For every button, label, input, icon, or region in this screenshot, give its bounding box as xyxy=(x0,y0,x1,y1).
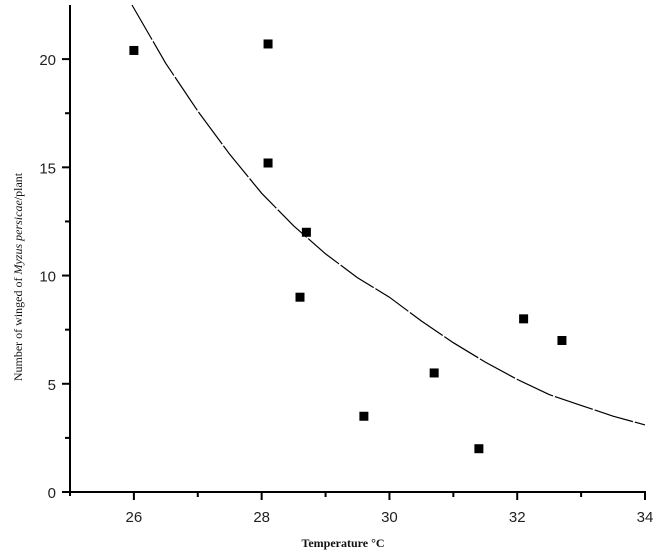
data-point-square xyxy=(429,368,439,378)
y-tick-label: 20 xyxy=(39,52,56,69)
x-tick-label: 34 xyxy=(637,509,654,526)
data-point-square xyxy=(359,411,369,421)
y-axis-title-part1: Number of winged of xyxy=(11,275,25,382)
y-tick-label: 15 xyxy=(39,160,56,177)
y-axis-title: Number of winged of Myzus persicae/plant xyxy=(11,172,25,381)
y-tick-label: 10 xyxy=(39,269,56,286)
data-point-square xyxy=(295,292,305,302)
data-point-square xyxy=(519,314,529,324)
data-point-square xyxy=(263,158,273,168)
data-point-square xyxy=(557,335,567,345)
x-tick-label: 28 xyxy=(253,509,270,526)
y-axis-title-species: Myzus persicae xyxy=(11,200,25,276)
svg-text:Number of winged of Myzus pers: Number of winged of Myzus persicae/plant xyxy=(11,172,25,381)
plot-area: 26 28 30 32 34 0 5 10 15 20 xyxy=(39,4,654,526)
y-tick-label: 5 xyxy=(48,377,56,394)
x-tick-label: 26 xyxy=(126,509,143,526)
data-point-square xyxy=(474,444,484,454)
x-tick-label: 32 xyxy=(509,509,526,526)
fitted-curve xyxy=(131,4,646,426)
data-point-square xyxy=(129,45,139,55)
data-point-square xyxy=(263,39,273,49)
y-tick-label: 0 xyxy=(48,485,56,502)
x-tick-label: 30 xyxy=(381,509,398,526)
data-point-square xyxy=(301,227,311,237)
x-axis-title: Temperature °C xyxy=(301,536,384,550)
y-axis-title-part3: /plant xyxy=(11,172,25,200)
